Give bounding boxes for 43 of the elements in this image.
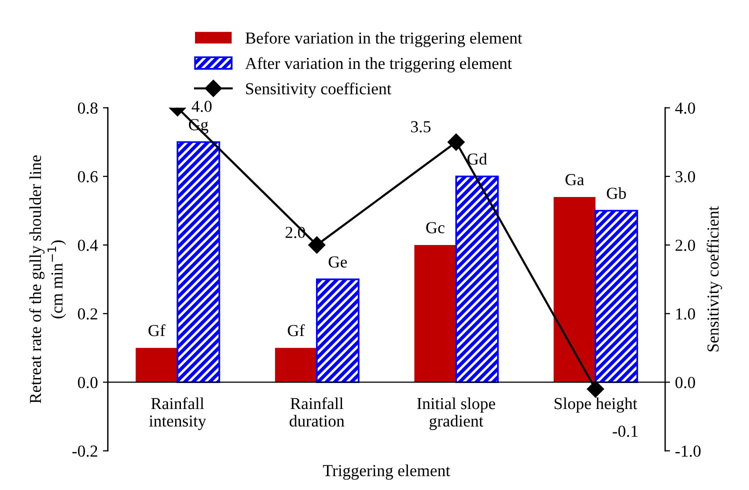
bar <box>316 278 360 384</box>
data-label: 3.5 <box>411 121 430 132</box>
bar <box>414 245 456 382</box>
y2-tick-label: 1.0 <box>676 308 696 320</box>
y-tick-label: 0.6 <box>78 171 98 182</box>
data-label: Ga <box>566 174 584 186</box>
bar <box>275 348 317 382</box>
y-tick-label: 0.4 <box>78 240 98 252</box>
x-tick-label: Initial slope gradient <box>417 397 496 430</box>
data-label: Gc <box>426 222 444 234</box>
y-tick-label: -0.2 <box>72 446 98 457</box>
y2-axis-title: Sensitivity coefficient <box>706 206 722 352</box>
bar <box>455 176 499 384</box>
bar <box>594 210 638 384</box>
bar <box>176 141 220 384</box>
y2-tick-label: 4.0 <box>675 102 696 114</box>
y2-tick-label: 2.0 <box>676 240 696 252</box>
x-tick-label: Slope height <box>554 397 638 413</box>
point <box>308 236 326 254</box>
legend-label: Sensitivity coefficient <box>246 82 392 98</box>
y2-tick-label: 0.0 <box>675 376 696 388</box>
y-tick-label: 0.2 <box>78 308 98 320</box>
y-tick-label: 0.8 <box>78 102 98 114</box>
x-axis-title: Triggering element <box>322 464 450 480</box>
y2-tick-label: 3.0 <box>676 171 696 182</box>
x-tick-label: Rainfall intensity <box>149 397 206 430</box>
data-label: Gf <box>148 324 166 336</box>
data-label: Gf <box>288 324 305 336</box>
bar <box>136 348 178 382</box>
y-axis-title: Retreat rate of the gully shoulder line (cm min$^{−1}$) <box>29 155 66 404</box>
data-label: Ge <box>328 256 347 268</box>
data-label: 4.0 <box>192 100 212 112</box>
x-tick-label: Rainfall duration <box>290 397 344 427</box>
y-tick-label: 0.0 <box>78 376 98 388</box>
point <box>448 134 465 151</box>
data-label: Gd <box>468 152 488 165</box>
legend-label: Before variation in the triggering element <box>245 32 522 48</box>
data-label: Gb <box>606 187 626 199</box>
point <box>586 380 604 398</box>
y2-tick-label: -1.0 <box>675 446 701 457</box>
bar <box>554 196 596 382</box>
legend-label: After variation in the triggering element <box>245 57 512 72</box>
data-label: -0.1 <box>612 426 638 437</box>
